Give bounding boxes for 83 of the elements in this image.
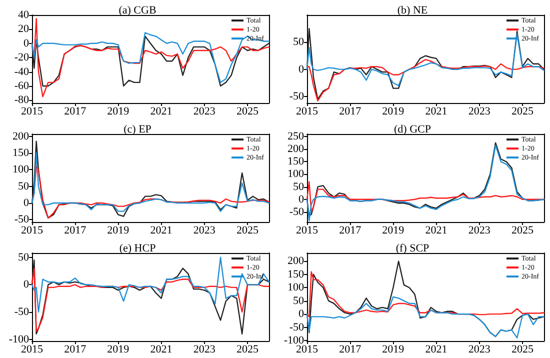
- y-tick-label: 50: [293, 294, 304, 307]
- x-tick-label: 2017: [64, 106, 87, 118]
- y-tick-label: 50: [293, 36, 304, 48]
- x-tick-label: 2019: [107, 106, 130, 118]
- y-tick-label: 250: [288, 130, 304, 143]
- x-tick-label: 2023: [193, 224, 216, 236]
- line-series: [31, 256, 270, 313]
- y-tick-label: -50: [289, 321, 304, 334]
- y-tick-label: -50: [14, 306, 30, 318]
- chart-title: (a) CGB: [118, 4, 156, 16]
- y-tick-label: 0: [298, 308, 304, 320]
- x-tick-label: 2021: [150, 106, 172, 118]
- x-tick-label: 2017: [64, 224, 87, 236]
- y-tick-label: -60: [14, 80, 30, 92]
- x-tick-label: 2025: [236, 224, 259, 236]
- x-tick-label: 2025: [511, 344, 534, 356]
- y-tick-label: -80: [14, 94, 30, 106]
- x-tick-label: 2023: [193, 344, 216, 356]
- chart-title: (c) EP: [124, 124, 152, 136]
- y-tick-label: 200: [288, 255, 304, 268]
- y-tick-label: 100: [12, 164, 30, 176]
- y-tick-label: -100: [284, 334, 304, 346]
- x-tick-label: 2021: [425, 106, 448, 118]
- x-tick-label: 2019: [107, 224, 130, 236]
- y-tick-label: 40: [18, 9, 30, 21]
- y-tick-label: 0: [298, 193, 304, 206]
- y-tick-label: 100: [288, 282, 304, 294]
- chart-title: (d) GCP: [394, 124, 431, 136]
- y-tick-label: -50: [289, 206, 304, 218]
- line-series: [31, 18, 270, 98]
- x-tick-label: 2021: [150, 224, 172, 236]
- x-tick-label: 2015: [296, 224, 318, 236]
- y-tick-label: -20: [14, 52, 30, 64]
- y-tick-label: 150: [288, 268, 304, 280]
- x-tick-label: 2015: [21, 106, 44, 118]
- y-tick-label: 50: [18, 251, 30, 264]
- y-tick-label: -100: [8, 333, 30, 346]
- y-tick-label: 0: [24, 197, 30, 209]
- line-series: [306, 58, 545, 102]
- y-tick-label: -50: [289, 90, 304, 102]
- x-tick-label: 2017: [339, 224, 362, 236]
- x-tick-label: 2019: [382, 344, 405, 356]
- x-tick-label: 2025: [511, 106, 534, 118]
- y-tick-label: 150: [288, 156, 304, 168]
- x-tick-label: 2015: [296, 106, 318, 118]
- x-tick-label: 2025: [236, 106, 259, 118]
- x-tick-label: 2015: [21, 224, 44, 236]
- line-series: [306, 33, 545, 86]
- x-tick-label: 2023: [468, 106, 491, 118]
- y-tick-label: -50: [14, 214, 30, 226]
- chart-title: (f) SCP: [396, 242, 430, 254]
- y-tick-label: 50: [293, 180, 304, 193]
- y-tick-label: -40: [14, 66, 30, 78]
- x-tick-label: 2021: [425, 224, 448, 236]
- x-tick-label: 2023: [468, 224, 491, 236]
- x-tick-label: 2015: [21, 344, 44, 356]
- chart-title: (e) HCP: [119, 242, 156, 254]
- x-tick-label: 2023: [193, 106, 216, 118]
- x-tick-label: 2019: [107, 344, 130, 356]
- y-tick-label: 20: [18, 23, 30, 36]
- line-series: [31, 152, 270, 212]
- line-series: [306, 271, 545, 318]
- x-tick-label: 2019: [382, 224, 405, 236]
- x-tick-label: 2025: [236, 344, 259, 356]
- x-tick-label: 2021: [425, 344, 448, 356]
- x-tick-label: 2019: [382, 106, 405, 118]
- y-tick-label: 200: [12, 130, 30, 142]
- y-tick-label: 0: [24, 37, 30, 50]
- y-tick-label: 100: [288, 168, 304, 180]
- y-tick-label: 50: [18, 180, 30, 192]
- x-tick-label: 2025: [511, 224, 534, 236]
- x-tick-label: 2023: [468, 344, 491, 356]
- line-series: [306, 296, 545, 338]
- x-tick-label: 2017: [64, 344, 87, 356]
- y-tick-label: 0: [24, 278, 30, 291]
- y-tick-label: 0: [298, 63, 304, 76]
- x-tick-label: 2017: [339, 106, 362, 118]
- y-tick-label: 200: [288, 143, 304, 156]
- y-tick-label: 150: [12, 147, 30, 159]
- x-tick-label: 2017: [339, 344, 362, 356]
- x-tick-label: 2021: [150, 344, 172, 356]
- x-tick-label: 2015: [296, 344, 318, 356]
- chart-title: (b) NE: [397, 4, 428, 16]
